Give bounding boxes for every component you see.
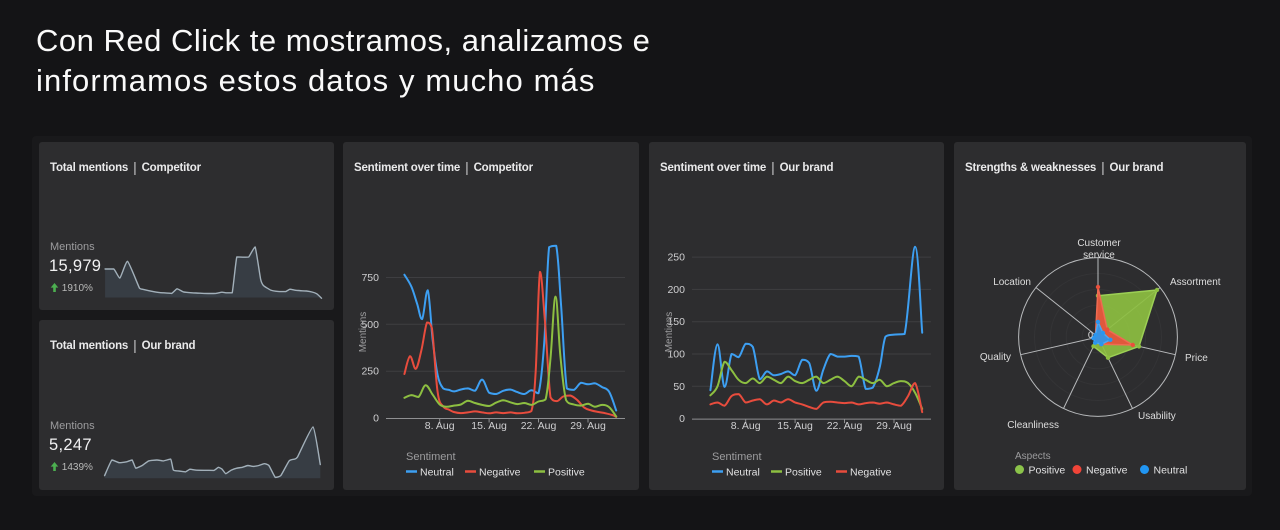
svg-text:Usability: Usability [1138, 411, 1176, 422]
svg-text:Aspects: Aspects [1015, 451, 1051, 462]
svg-text:8. Aug: 8. Aug [731, 420, 761, 432]
svg-text:15. Aug: 15. Aug [471, 420, 507, 432]
svg-text:500: 500 [361, 319, 379, 331]
svg-text:29. Aug: 29. Aug [570, 420, 606, 432]
svg-text:Location: Location [993, 277, 1031, 288]
svg-text:service: service [1083, 250, 1115, 261]
svg-text:Positive: Positive [1029, 465, 1066, 477]
svg-text:Negative: Negative [1086, 465, 1128, 477]
svg-text:Quality: Quality [980, 352, 1011, 363]
svg-text:8. Aug: 8. Aug [425, 420, 455, 432]
svg-text:100: 100 [667, 349, 685, 361]
svg-text:0: 0 [679, 413, 685, 425]
svg-text:150: 150 [667, 316, 685, 328]
svg-text:Neutral: Neutral [420, 467, 454, 479]
svg-text:Negative: Negative [479, 467, 521, 479]
svg-text:Positive: Positive [548, 467, 585, 479]
svg-text:15. Aug: 15. Aug [777, 420, 813, 432]
svg-text:Mentions: Mentions [358, 312, 369, 353]
svg-text:200: 200 [667, 284, 685, 296]
svg-text:Price: Price [1185, 353, 1208, 364]
svg-text:Negative: Negative [850, 467, 892, 479]
svg-text:22. Aug: 22. Aug [827, 420, 863, 432]
svg-text:250: 250 [667, 252, 685, 264]
svg-text:Customer: Customer [1077, 238, 1121, 249]
svg-text:0: 0 [373, 413, 379, 425]
svg-text:750: 750 [361, 272, 379, 284]
svg-text:0: 0 [1088, 330, 1093, 340]
svg-text:29. Aug: 29. Aug [876, 420, 912, 432]
svg-text:250: 250 [361, 366, 379, 378]
svg-text:22. Aug: 22. Aug [521, 420, 557, 432]
svg-text:Cleanliness: Cleanliness [1007, 420, 1059, 431]
svg-text:50: 50 [673, 381, 685, 393]
svg-text:Neutral: Neutral [1154, 465, 1188, 477]
svg-text:Sentiment: Sentiment [712, 451, 762, 463]
svg-text:Sentiment: Sentiment [406, 451, 456, 463]
svg-text:Positive: Positive [785, 467, 822, 479]
svg-text:Mentions: Mentions [664, 312, 675, 353]
svg-text:Neutral: Neutral [726, 467, 760, 479]
svg-text:Assortment: Assortment [1170, 277, 1221, 288]
